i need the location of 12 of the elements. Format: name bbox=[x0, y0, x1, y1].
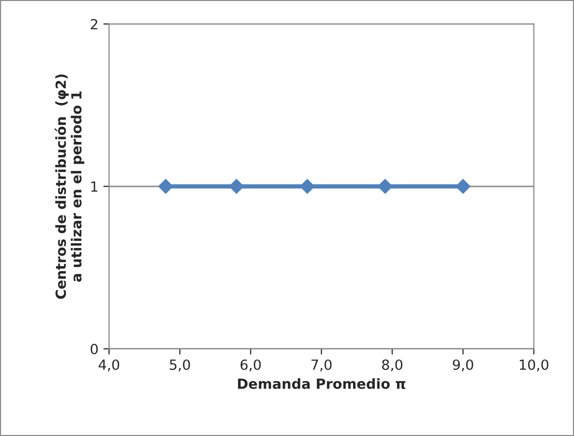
x-tick-label: 6,0 bbox=[240, 359, 261, 372]
y-axis-title: Centros de distribución (φ2) a utilizar en el periodo 1 bbox=[54, 74, 84, 299]
x-axis-title: Demanda Promedio π bbox=[238, 378, 406, 390]
x-tick-label: 8,0 bbox=[382, 359, 402, 372]
x-tick-label: 9,0 bbox=[452, 359, 474, 372]
y-tick-label: 1 bbox=[91, 182, 98, 192]
y-tick-label: 0 bbox=[90, 344, 98, 354]
x-tick-label: 10,0 bbox=[520, 359, 548, 372]
x-tick-label: 4,0 bbox=[98, 359, 120, 372]
y-tick-label: 2 bbox=[90, 18, 98, 30]
x-tick-label: 5,0 bbox=[170, 359, 190, 372]
x-tick-label: 7,0 bbox=[312, 359, 332, 372]
